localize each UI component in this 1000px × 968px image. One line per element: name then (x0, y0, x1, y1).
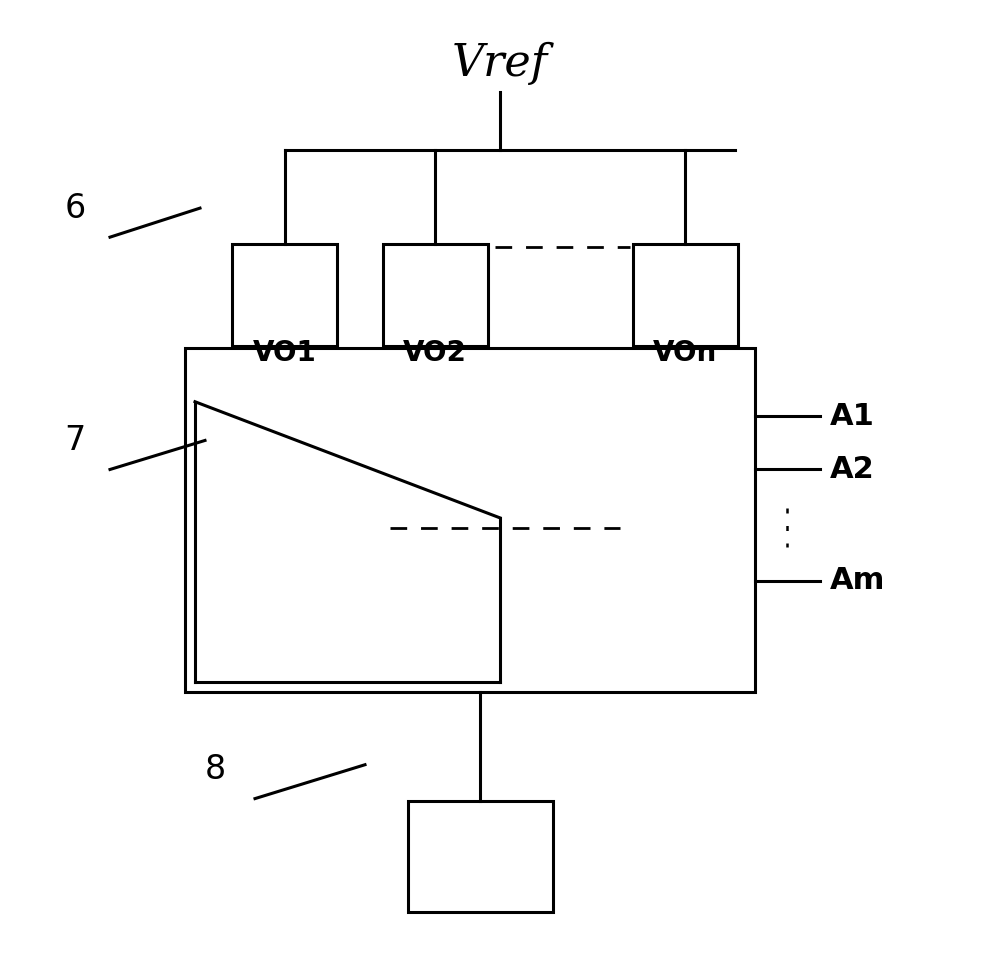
Text: VOn: VOn (653, 339, 717, 367)
Bar (185, 348, 755, 692)
Text: A1: A1 (830, 402, 875, 431)
Text: Vref: Vref (452, 42, 548, 84)
Text: 8: 8 (204, 753, 226, 786)
Text: Am: Am (830, 566, 885, 595)
Text: 7: 7 (64, 424, 86, 457)
Bar (382, 245, 488, 347)
Text: A2: A2 (830, 455, 875, 484)
Bar (633, 245, 738, 347)
Text: VO1: VO1 (253, 339, 317, 367)
Bar (232, 245, 337, 347)
Bar (408, 802, 552, 912)
Text: 6: 6 (64, 192, 86, 225)
Text: VO2: VO2 (403, 339, 467, 367)
